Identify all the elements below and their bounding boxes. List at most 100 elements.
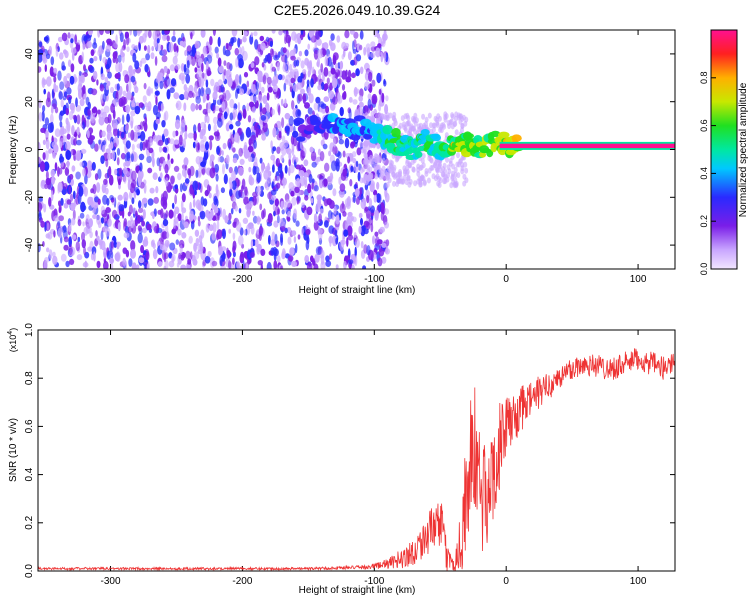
heatmap-cell — [257, 128, 262, 136]
heatmap-cell — [59, 141, 63, 149]
heatmap-cell — [162, 219, 169, 227]
heatmap-cell — [143, 264, 147, 269]
heatmap-cell — [161, 48, 168, 56]
heatmap-cell — [167, 153, 170, 161]
heatmap-cell — [271, 231, 276, 242]
heatmap-cell — [81, 239, 87, 249]
heatmap-cell — [289, 68, 295, 78]
heatmap-cell — [126, 113, 130, 123]
heatmap-cell — [63, 49, 67, 55]
heatmap-cell — [87, 30, 93, 36]
heatmap-cell — [125, 249, 130, 258]
heatmap-cell — [153, 225, 159, 234]
heatmap-cell — [436, 180, 441, 187]
heatmap-cell — [69, 193, 74, 202]
heatmap-cell — [338, 176, 342, 185]
snr-series-line — [38, 348, 675, 571]
heatmap-cell — [127, 220, 132, 228]
heatmap-cell — [193, 85, 198, 94]
heatmap-cell — [76, 139, 82, 146]
heatmap-cell — [318, 228, 323, 235]
heatmap-cell — [42, 105, 46, 112]
heatmap-cell — [164, 138, 169, 146]
heatmap-cell — [270, 140, 273, 150]
heatmap-cell — [380, 51, 384, 63]
heatmap-cell — [235, 221, 242, 232]
heatmap-cell — [144, 116, 148, 125]
heatmap-cell — [289, 164, 295, 174]
heatmap-cell — [329, 236, 332, 247]
heatmap-cell — [67, 59, 72, 67]
heatmap-cell — [286, 216, 291, 222]
heatmap-cell — [46, 247, 50, 253]
heatmap-cell — [267, 86, 273, 93]
heatmap-cell — [347, 51, 352, 61]
heatmap-cell — [207, 250, 212, 258]
heatmap-cell — [77, 219, 82, 227]
heatmap-cell — [92, 42, 98, 49]
heatmap-cell — [83, 93, 87, 100]
heatmap-cell — [384, 248, 390, 255]
heatmap-cell — [264, 182, 268, 189]
heatmap-cell — [60, 197, 64, 206]
heatmap-cell — [118, 204, 125, 212]
heatmap-cell — [66, 73, 71, 79]
heatmap-cell — [183, 221, 189, 229]
heatmap-cell — [50, 190, 54, 202]
heatmap-cell — [89, 57, 94, 64]
heatmap-cell — [157, 72, 161, 82]
heatmap-cell — [66, 199, 72, 205]
heatmap-cell — [184, 131, 188, 140]
heatmap-cell — [134, 125, 140, 132]
heatmap-cell — [300, 60, 305, 69]
heatmap-cell — [130, 129, 135, 141]
heatmap-cell — [284, 54, 288, 64]
heatmap-cell — [375, 47, 381, 58]
heatmap-cell — [205, 61, 209, 70]
heatmap-cell — [172, 210, 176, 218]
heatmap-cell — [354, 188, 360, 197]
heatmap-cell — [350, 165, 354, 172]
snr-multiplier: (x104) — [7, 328, 18, 352]
heatmap-cell — [298, 170, 305, 177]
heatmap-cell — [417, 175, 422, 182]
heatmap-cell — [301, 202, 305, 209]
heatmap-cell — [266, 92, 270, 101]
heatmap-cell — [103, 105, 110, 114]
heatmap-cell — [168, 252, 173, 259]
heatmap-cell — [96, 214, 101, 225]
snr-ytick-label: 0.4 — [24, 467, 35, 481]
heatmap-cell — [344, 42, 350, 49]
heatmap-cell — [335, 158, 340, 167]
heatmap-cell — [460, 161, 465, 168]
heatmap-cell — [304, 124, 316, 132]
heatmap-cell — [373, 189, 378, 196]
heatmap-cell — [270, 48, 274, 55]
heatmap-cell — [381, 205, 386, 215]
heatmap-cell — [420, 129, 430, 136]
heatmap-cell — [277, 214, 280, 224]
heatmap-cell — [147, 198, 154, 206]
heatmap-cell — [311, 161, 317, 168]
heatmap-cell — [324, 220, 329, 228]
heatmap-cell — [86, 130, 90, 139]
heatmap-cell — [200, 86, 204, 97]
heatmap-cell — [48, 249, 53, 260]
heatmap-cell — [339, 183, 346, 192]
heatmap-cell — [131, 179, 137, 189]
heatmap-cell — [294, 186, 300, 193]
heatmap-cell — [289, 247, 295, 256]
heatmap-cell — [437, 161, 442, 168]
heatmap-cell — [73, 138, 77, 146]
heatmap-cell — [209, 36, 213, 46]
heatmap-cell — [152, 156, 155, 168]
heatmap-cell — [339, 240, 345, 251]
heatmap-cell — [83, 186, 88, 197]
heatmap-cell — [214, 213, 219, 221]
heatmap-cell — [275, 157, 281, 167]
heatmap-cell — [271, 108, 275, 116]
heatmap-cell — [166, 232, 170, 238]
heatmap-cell — [370, 46, 376, 52]
heatmap-cell — [132, 52, 137, 63]
heatmap-cell — [85, 214, 90, 223]
